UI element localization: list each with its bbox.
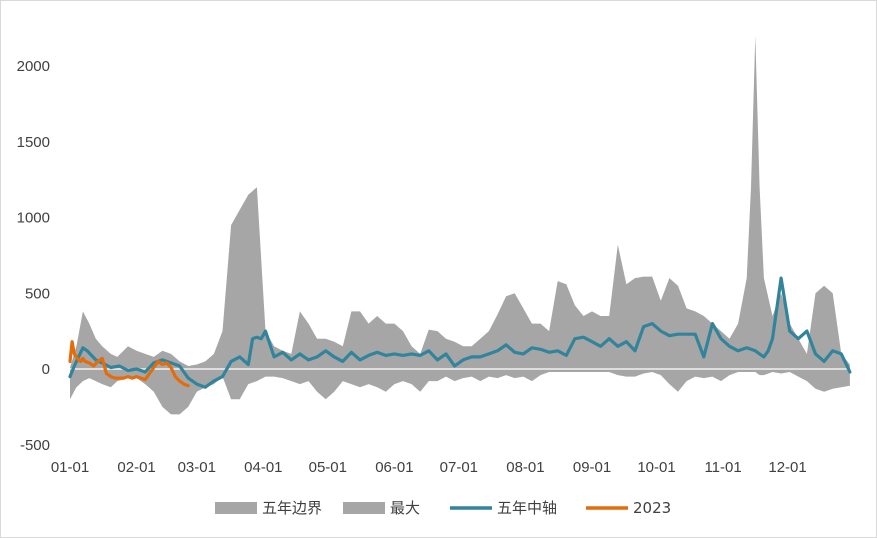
x-tick-label: 01-01	[51, 459, 89, 476]
band-layer	[70, 35, 850, 415]
legend: 五年边界 最大 五年中轴 2023	[215, 499, 671, 517]
line-layer	[68, 276, 852, 389]
x-tick-label: 02-01	[117, 459, 155, 476]
x-tick-label: 08-01	[506, 459, 544, 476]
legend-label: 五年边界	[262, 499, 322, 517]
y-tick-label: 500	[25, 285, 50, 302]
x-tick-label: 12-01	[768, 459, 806, 476]
series-line-0	[68, 276, 852, 389]
legend-label: 2023	[633, 499, 671, 517]
x-tick-label: 10-01	[637, 459, 675, 476]
x-tick-label: 06-01	[375, 459, 413, 476]
x-axis: 01-01 02-01 03-01 04-01 05-01 06-01 07-01 08-01…	[51, 459, 807, 476]
y-axis: -500 0 500 1000 1500 2000	[17, 58, 50, 454]
legend-label: 五年中轴	[497, 499, 557, 517]
y-tick-label: 1500	[17, 134, 50, 151]
x-tick-label: 11-01	[704, 459, 741, 476]
y-tick-label: -500	[20, 437, 50, 454]
x-tick-label: 07-01	[440, 459, 478, 476]
y-tick-label: 2000	[17, 58, 50, 75]
x-tick-label: 05-01	[309, 459, 347, 476]
series-band-five-year-range	[70, 35, 850, 415]
series-line-1	[68, 340, 190, 388]
y-tick-label: 1000	[17, 210, 50, 227]
legend-label: 最大	[390, 499, 420, 517]
y-tick-label: 0	[42, 361, 50, 378]
legend-swatch	[215, 502, 257, 514]
x-tick-label: 09-01	[573, 459, 611, 476]
x-tick-label: 04-01	[244, 459, 282, 476]
legend-swatch	[343, 502, 385, 514]
x-tick-label: 03-01	[178, 459, 216, 476]
